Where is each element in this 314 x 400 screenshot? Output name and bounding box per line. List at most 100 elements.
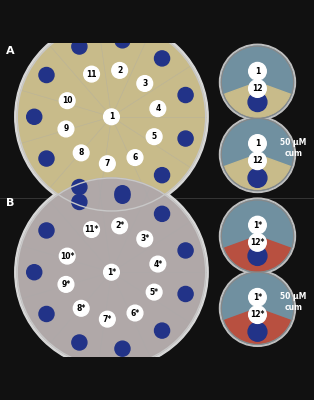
Circle shape [150, 256, 166, 272]
Circle shape [115, 341, 130, 356]
Circle shape [73, 300, 89, 316]
Text: 12: 12 [252, 84, 263, 93]
Text: 4: 4 [155, 104, 160, 113]
Circle shape [154, 323, 170, 338]
Circle shape [112, 62, 127, 78]
Circle shape [248, 322, 267, 341]
Text: 1: 1 [255, 139, 260, 148]
Circle shape [39, 68, 54, 82]
Text: 10*: 10* [60, 252, 74, 261]
Text: 6*: 6* [130, 308, 140, 318]
Circle shape [137, 76, 153, 91]
Text: 3*: 3* [140, 234, 149, 244]
Text: 12*: 12* [250, 310, 265, 319]
Circle shape [72, 39, 87, 54]
Circle shape [115, 186, 130, 201]
Circle shape [178, 286, 193, 302]
Circle shape [17, 178, 206, 366]
Circle shape [59, 248, 75, 264]
Text: 7*: 7* [103, 315, 112, 324]
Text: 3: 3 [142, 79, 147, 88]
Circle shape [73, 145, 89, 161]
Circle shape [219, 270, 295, 346]
Text: 9*: 9* [62, 280, 71, 289]
Text: 9: 9 [63, 124, 68, 134]
Circle shape [219, 116, 295, 192]
Circle shape [248, 93, 267, 112]
Text: 1: 1 [109, 112, 114, 121]
Circle shape [150, 101, 166, 116]
Text: 1*: 1* [107, 268, 116, 277]
Circle shape [39, 223, 54, 238]
Circle shape [249, 152, 266, 170]
Circle shape [221, 272, 294, 344]
Text: 12*: 12* [250, 238, 265, 247]
Text: B: B [6, 198, 15, 208]
Circle shape [178, 243, 193, 258]
Wedge shape [225, 236, 290, 271]
Circle shape [104, 109, 119, 125]
Text: 50 μM
cum: 50 μM cum [280, 292, 307, 312]
Text: 2: 2 [117, 66, 122, 75]
Wedge shape [225, 154, 290, 190]
Circle shape [127, 150, 143, 166]
Circle shape [249, 288, 266, 306]
Circle shape [248, 168, 267, 187]
Circle shape [219, 44, 295, 120]
Circle shape [221, 200, 294, 272]
Circle shape [154, 206, 170, 221]
Text: 8: 8 [78, 148, 84, 157]
Text: 2*: 2* [115, 221, 124, 230]
Text: 4*: 4* [153, 260, 162, 268]
Circle shape [39, 151, 54, 166]
Text: 12: 12 [252, 156, 263, 165]
Circle shape [100, 311, 115, 327]
Circle shape [154, 51, 170, 66]
Text: 1*: 1* [253, 221, 262, 230]
Text: 1: 1 [255, 67, 260, 76]
Text: 10: 10 [62, 96, 73, 105]
Circle shape [249, 62, 266, 80]
Text: 11: 11 [86, 70, 97, 79]
Circle shape [146, 129, 162, 144]
Circle shape [58, 276, 74, 292]
Circle shape [146, 284, 162, 300]
Circle shape [84, 66, 100, 82]
Text: 1*: 1* [253, 293, 262, 302]
Circle shape [100, 156, 115, 172]
Circle shape [15, 176, 208, 369]
Circle shape [17, 22, 206, 211]
Circle shape [221, 118, 294, 190]
Circle shape [249, 135, 266, 152]
Circle shape [127, 305, 143, 321]
Circle shape [112, 218, 127, 234]
Circle shape [84, 222, 100, 237]
Circle shape [39, 306, 54, 322]
Circle shape [249, 306, 266, 324]
Circle shape [249, 234, 266, 251]
Circle shape [115, 188, 130, 203]
Circle shape [72, 194, 87, 210]
Circle shape [72, 180, 87, 194]
Wedge shape [225, 82, 290, 117]
Text: 5*: 5* [150, 288, 159, 297]
Circle shape [249, 216, 266, 234]
Circle shape [27, 109, 42, 124]
Text: 6: 6 [133, 153, 138, 162]
Circle shape [58, 121, 74, 137]
Circle shape [154, 168, 170, 183]
Text: 5: 5 [152, 132, 157, 141]
Circle shape [115, 33, 130, 48]
Circle shape [178, 88, 193, 102]
Circle shape [219, 198, 295, 274]
Text: 11*: 11* [84, 225, 99, 234]
Circle shape [104, 264, 119, 280]
Circle shape [72, 335, 87, 350]
Circle shape [178, 131, 193, 146]
Circle shape [249, 80, 266, 97]
Circle shape [221, 46, 294, 118]
Circle shape [248, 246, 267, 265]
Text: 7: 7 [105, 159, 110, 168]
Text: 50 μM
cum: 50 μM cum [280, 138, 307, 158]
Text: A: A [6, 46, 15, 56]
